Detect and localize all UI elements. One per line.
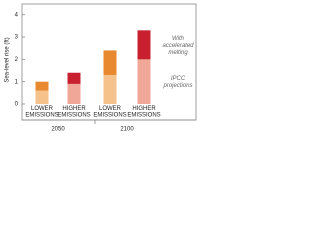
group-label: 2100 <box>120 127 134 133</box>
bar-segment <box>103 50 117 75</box>
category-label: HIGHER EMISSIONS <box>57 106 90 119</box>
legend-label: IPCC projections <box>162 76 192 89</box>
legend-label: With accelerated melting <box>162 35 194 55</box>
group-label: 2050 <box>51 127 65 133</box>
category-label: LOWER EMISSIONS <box>25 106 58 119</box>
y-axis-label: Sea-level rise (ft) <box>5 37 11 82</box>
bar-segment <box>137 30 151 60</box>
bar-segment <box>67 72 81 84</box>
y-tick-label: 4 <box>15 12 19 18</box>
category-label: LOWER EMISSIONS <box>93 106 126 119</box>
category-label: HIGHER EMISSIONS <box>127 106 160 119</box>
bar-segment <box>103 74 117 104</box>
y-tick-label: 3 <box>15 35 19 41</box>
y-tick-label: 0 <box>15 102 19 108</box>
bar-segment <box>67 83 81 104</box>
bar-segment <box>35 90 49 104</box>
bar-segment <box>137 59 151 104</box>
y-tick-label: 1 <box>15 79 19 85</box>
bar-segment <box>35 81 49 91</box>
y-tick-label: 2 <box>15 57 19 63</box>
